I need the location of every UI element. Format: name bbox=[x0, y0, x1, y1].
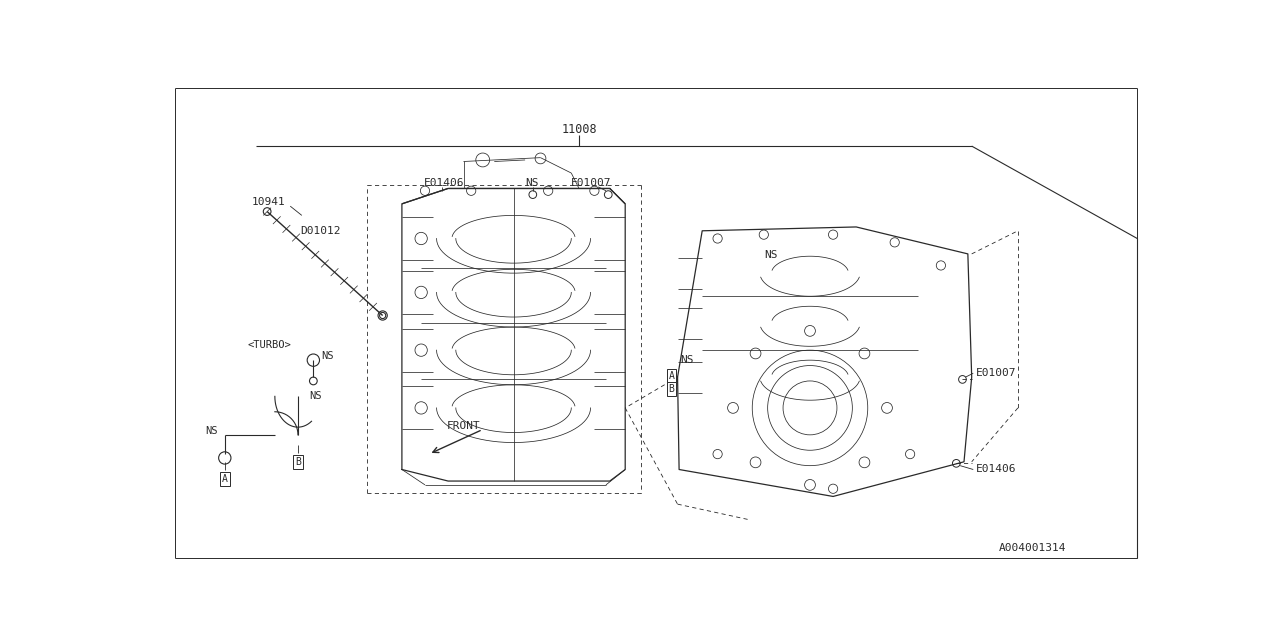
Text: A: A bbox=[221, 474, 228, 484]
Text: B: B bbox=[668, 383, 675, 394]
Text: E01007: E01007 bbox=[571, 178, 612, 188]
Text: NS: NS bbox=[681, 355, 694, 365]
Text: FRONT: FRONT bbox=[447, 420, 480, 431]
Text: NS: NS bbox=[525, 178, 539, 188]
Text: NS: NS bbox=[206, 426, 218, 436]
Text: A004001314: A004001314 bbox=[998, 543, 1066, 553]
Text: <TURBO>: <TURBO> bbox=[248, 340, 292, 349]
Text: D01012: D01012 bbox=[301, 226, 340, 236]
Text: A: A bbox=[668, 371, 675, 381]
Text: E01406: E01406 bbox=[975, 465, 1016, 474]
Text: 11008: 11008 bbox=[561, 123, 596, 136]
Text: E01406: E01406 bbox=[424, 178, 463, 188]
Text: NS: NS bbox=[310, 391, 323, 401]
Text: E01007: E01007 bbox=[975, 368, 1016, 378]
Text: 10941: 10941 bbox=[252, 197, 285, 207]
Text: NS: NS bbox=[764, 250, 777, 260]
Text: NS: NS bbox=[321, 351, 334, 360]
Text: B: B bbox=[294, 457, 301, 467]
